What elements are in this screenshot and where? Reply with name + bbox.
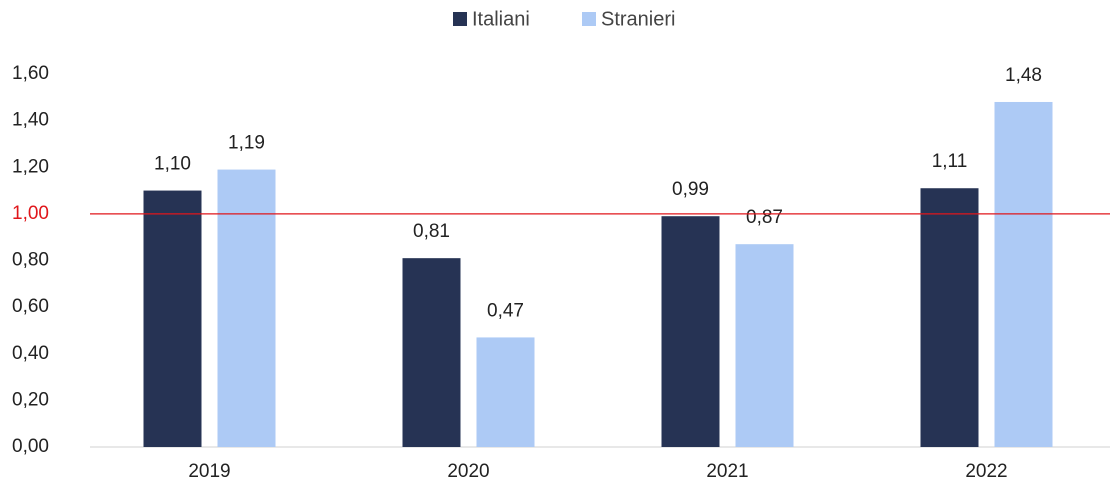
data-label: 1,10 [154, 154, 191, 175]
x-tick-label: 2019 [188, 461, 230, 482]
data-label: 1,19 [228, 133, 265, 154]
data-label: 1,48 [1005, 65, 1042, 86]
bar [476, 337, 535, 447]
x-tick-label: 2022 [965, 461, 1007, 482]
bar [735, 244, 794, 447]
y-tick-label: 0,80 [12, 250, 49, 271]
y-tick-label: 1,20 [12, 156, 49, 177]
legend-label: Stranieri [601, 8, 675, 30]
legend-label: Italiani [472, 8, 530, 30]
bar [217, 169, 276, 448]
bar [402, 258, 461, 447]
y-tick-label: 0,00 [12, 436, 49, 457]
y-tick-label: 0,20 [12, 389, 49, 410]
y-tick-label: 1,60 [12, 63, 49, 84]
y-tick-label: 0,40 [12, 343, 49, 364]
y-tick-label: 0,60 [12, 296, 49, 317]
bar [994, 101, 1053, 447]
legend-swatch [582, 12, 596, 26]
y-tick-label: 1,00 [12, 203, 49, 224]
y-tick-label: 1,40 [12, 110, 49, 131]
bar [661, 216, 720, 447]
bar [143, 190, 202, 447]
x-tick-label: 2020 [447, 461, 489, 482]
x-tick-label: 2021 [706, 461, 748, 482]
data-label: 0,87 [746, 207, 783, 228]
data-label: 1,11 [932, 151, 968, 172]
bar [920, 188, 979, 447]
data-label: 0,99 [672, 179, 709, 200]
legend-swatch [453, 12, 467, 26]
data-label: 0,81 [413, 221, 450, 242]
data-label: 0,47 [487, 300, 524, 321]
